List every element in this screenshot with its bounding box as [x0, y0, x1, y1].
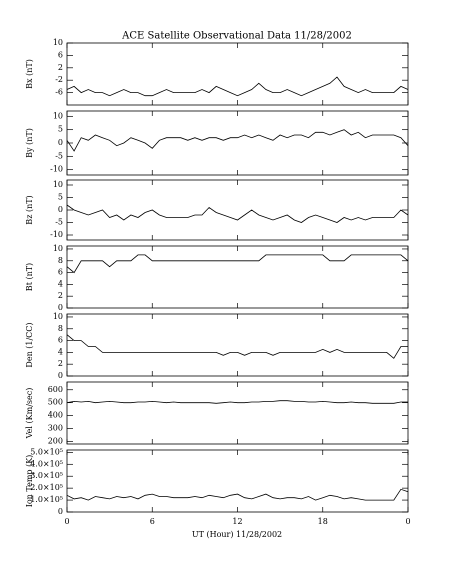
panel-frame [66, 179, 409, 241]
data-line [66, 129, 409, 152]
panel-frame [66, 110, 409, 176]
chart-title: ACE Satellite Observational Data 11/28/2… [121, 31, 352, 42]
y-axis-label: Bx (nT) [25, 59, 34, 89]
y-tick-label: 10 [53, 244, 63, 253]
y-tick-label: 600 [48, 385, 63, 394]
x-tick-label: 0 [64, 517, 69, 526]
y-tick-label: 200 [48, 436, 63, 445]
y-tick-label: 300 [48, 424, 63, 433]
y-tick-label: 5 [58, 125, 63, 134]
y-tick-label: 0 [58, 507, 63, 516]
y-tick-label: 0 [58, 138, 63, 147]
y-tick-label: 10 [53, 312, 63, 321]
y-tick-label: -6 [55, 88, 63, 97]
y-tick-label: -10 [50, 165, 63, 174]
y-tick-label: 0 [58, 371, 63, 380]
data-line [66, 334, 408, 359]
y-tick-label: 4.0×10⁵ [30, 459, 63, 468]
y-tick-label: 4 [58, 279, 63, 288]
y-tick-label: 2 [58, 359, 63, 368]
y-axis-label: Bt (nT) [25, 263, 34, 291]
y-tick-label: 5 [58, 193, 63, 202]
y-tick-label: 6 [58, 336, 63, 345]
x-axis-label: UT (Hour) 11/28/2002 [192, 530, 282, 539]
y-tick-label: 10 [53, 38, 63, 47]
panel-frame [66, 449, 409, 513]
y-tick-label: 8 [58, 256, 63, 265]
y-tick-label: 5.0×10⁵ [30, 447, 63, 456]
y-tick-label: 10 [53, 180, 63, 189]
y-tick-label: 500 [48, 398, 63, 407]
y-tick-label: -10 [50, 230, 63, 239]
data-line [66, 254, 409, 274]
y-tick-label: 8 [58, 324, 63, 333]
y-tick-label: -5 [55, 218, 63, 227]
y-tick-label: 0 [58, 303, 63, 312]
y-tick-label: 6 [58, 268, 63, 277]
x-tick-label: 6 [150, 517, 155, 526]
y-tick-label: 1.0×10⁵ [30, 495, 63, 504]
y-tick-label: 400 [48, 411, 63, 420]
y-tick-label: 6 [58, 50, 63, 59]
y-tick-label: -5 [55, 151, 63, 160]
panel-frame [66, 313, 409, 377]
x-tick-label: 18 [318, 517, 328, 526]
x-tick-label: 0 [405, 517, 410, 526]
y-tick-label: 2.0×10⁵ [30, 483, 63, 492]
y-tick-label: 10 [53, 111, 63, 120]
y-axis-label: Den (1/CC) [25, 322, 34, 367]
panel-frame [66, 381, 409, 445]
data-line [66, 488, 409, 501]
data-line [66, 204, 409, 223]
y-tick-label: 2 [58, 291, 63, 300]
y-axis-label: Vel (Km/sec) [25, 388, 34, 440]
y-axis-label: Ion Temp (K) [25, 455, 34, 508]
y-tick-label: -2 [55, 75, 63, 84]
y-tick-label: 2 [58, 63, 63, 72]
x-tick-label: 12 [232, 517, 242, 526]
panel-frame [66, 245, 409, 309]
y-tick-label: 0 [58, 205, 63, 214]
y-tick-label: 4 [58, 347, 63, 356]
data-line [66, 76, 409, 97]
data-line [66, 400, 408, 404]
y-tick-label: 3.0×10⁵ [30, 471, 63, 480]
y-axis-label: By (nT) [25, 128, 34, 158]
y-axis-label: Bz (nT) [25, 195, 34, 224]
